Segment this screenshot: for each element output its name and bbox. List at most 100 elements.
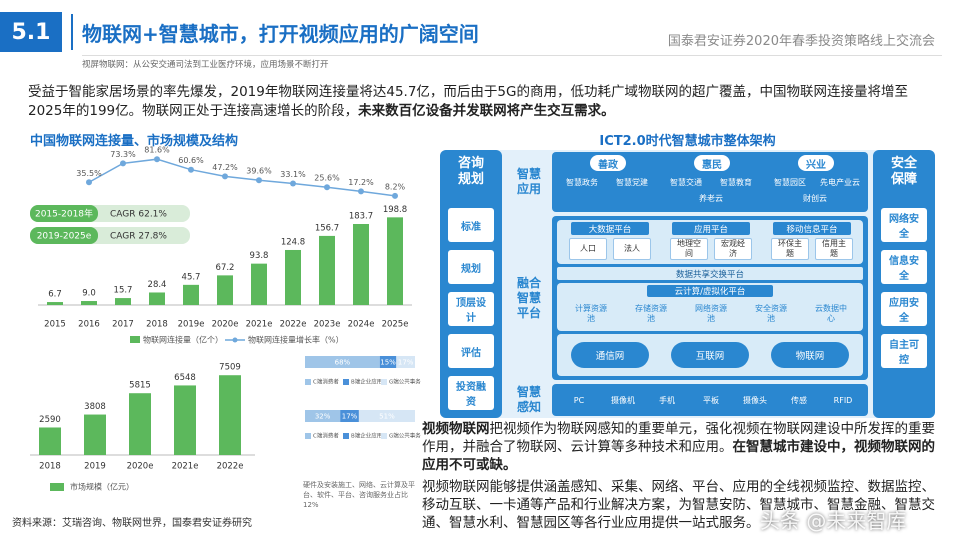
bar-label: 198.8 <box>383 205 407 215</box>
platform-item: 环保主题 <box>771 238 809 260</box>
bar <box>251 263 267 305</box>
x-tick-label: 2020e <box>212 320 239 330</box>
x-tick-label: 2019 <box>84 462 106 472</box>
bar-segment <box>305 356 380 368</box>
growth-label: 39.6% <box>246 167 272 176</box>
growth-point <box>358 188 364 195</box>
sensor-item: 手机 <box>659 395 675 405</box>
side-column: 咨询规划 标准 规划 顶层设计 评估 投资融资 <box>440 150 502 418</box>
app-item: 养老云 <box>699 194 723 203</box>
bold-text: 视频物联网 <box>422 421 490 437</box>
legend-swatch <box>305 379 311 385</box>
growth-label: 73.3% <box>110 150 136 159</box>
growth-label: 17.2% <box>348 178 374 187</box>
bar-label: 5815 <box>129 381 151 391</box>
legend-label: 物联网连接量增长率（%） <box>248 335 344 345</box>
platform-item: 法人 <box>613 238 651 260</box>
x-tick-label: 2019e <box>178 320 205 330</box>
bar <box>174 385 196 455</box>
growth-point <box>324 184 330 191</box>
segment-label: 51% <box>379 413 395 421</box>
growth-point <box>86 179 92 186</box>
x-tick-label: 2020e <box>127 462 154 472</box>
platform-layer: 大数据平台 人口 法人 应用平台 地理空间 宏观经济 移动信息平台 环保主题 信用主题 数据共享交… <box>552 216 868 380</box>
platform-name: 大数据平台 <box>571 222 649 235</box>
side-item: 自主可控 <box>881 334 927 368</box>
legend-label: 市场规模（亿元） <box>70 482 134 492</box>
bar-label: 28.4 <box>148 280 167 290</box>
legend-label: B端企业应用 <box>351 378 382 386</box>
group-name: 兴业 <box>798 155 834 171</box>
legend-label: G端公共事务 <box>389 378 421 386</box>
growth-point <box>222 173 228 180</box>
bar-segment <box>305 410 341 422</box>
cloud-item: 安全资源池 <box>755 304 787 323</box>
networks: 通信网 互联网 物联网 <box>557 334 863 376</box>
left-title: 中国物联网连接量、市场规模及结构 <box>30 134 239 149</box>
growth-point <box>120 160 126 167</box>
bar-label: 9.0 <box>82 289 96 299</box>
charts: 2015-2018年 CAGR 62.1% 2019-2025e CAGR 27.8%… <box>30 146 421 492</box>
platform-item: 人口 <box>569 238 607 260</box>
bar-label: 2590 <box>39 415 61 425</box>
app-item: 智慧园区 <box>774 178 806 187</box>
app-item: 智慧政务 <box>566 178 598 187</box>
bar-label: 3808 <box>84 402 106 412</box>
x-tick-label: 2018 <box>39 462 61 472</box>
platform-name: 应用平台 <box>672 222 750 235</box>
bar-label: 156.7 <box>315 223 339 233</box>
cloud-item: 存储资源池 <box>635 304 667 323</box>
layer-title: 智慧应用 <box>516 167 541 196</box>
bar-label: 6.7 <box>48 290 62 300</box>
bar <box>149 292 165 305</box>
x-tick-label: 2021e <box>246 320 273 330</box>
annotation-period: 2019-2025e <box>37 232 92 242</box>
annotation-period: 2015-2018年 <box>35 208 93 220</box>
segment-label: 15% <box>380 359 396 367</box>
divider <box>71 14 73 50</box>
bar <box>319 235 335 305</box>
bar-segment <box>379 356 397 368</box>
sensor-item: 传感 <box>791 395 807 405</box>
legend-swatch <box>232 337 238 343</box>
legend-label: C端消费者 <box>313 378 339 386</box>
cloud-item: 网络资源池 <box>695 304 727 323</box>
legend-swatch <box>381 379 387 385</box>
side-item: 网络安全 <box>881 208 927 242</box>
annotation-text: CAGR 62.1% <box>110 210 167 220</box>
architecture-diagram: 咨询规划 标准 规划 顶层设计 评估 投资融资 安全保障 网络安全 信息安全 应用安全 自主可控 智慧… <box>440 150 935 418</box>
x-tick-label: 2015 <box>44 320 66 330</box>
growth-point <box>256 177 262 184</box>
legend-label: B端企业应用 <box>351 432 382 440</box>
bar-label: 124.8 <box>281 237 305 247</box>
bar-segment <box>396 356 415 368</box>
x-tick-label: 2016 <box>78 320 100 330</box>
network-cloud: 物联网 <box>771 342 849 368</box>
side-item: 投资融资 <box>448 376 494 410</box>
x-tick-label: 2022e <box>280 320 307 330</box>
event-name: 国泰君安证券2020年春季投资策略线上交流会 <box>667 34 935 49</box>
annotation-period-box <box>30 205 98 222</box>
right-title: ICT2.0时代智慧城市整体架构 <box>599 134 776 149</box>
bar-segment <box>358 410 415 422</box>
bar <box>39 427 61 455</box>
x-tick-label: 2023e <box>314 320 341 330</box>
side-item: 规划 <box>448 250 494 284</box>
bar <box>353 224 369 305</box>
network-cloud: 互联网 <box>671 342 749 368</box>
app-item: 智慧教育 <box>720 178 752 187</box>
growth-label: 35.5% <box>76 169 102 178</box>
growth-label: 81.6% <box>144 146 170 155</box>
legend-swatch <box>343 433 349 439</box>
growth-point <box>392 192 398 199</box>
intro-text: 受益于智能家居场景的率先爆发，2019年物联网连接量将达45.7亿，而后由于5G… <box>28 83 938 121</box>
bar <box>84 414 106 455</box>
side-item: 应用安全 <box>881 292 927 326</box>
cloud-platform: 云计算/虚拟化平台 计算资源池 存储资源池 网络资源池 安全资源池 云数据中心 <box>557 283 863 331</box>
segment-label: 68% <box>335 359 351 367</box>
side-item: 顶层设计 <box>448 292 494 326</box>
bar-segment <box>340 410 359 422</box>
bar-label: 7509 <box>219 363 241 373</box>
paragraph: 视频物联网能够提供涵盖感知、采集、网络、平台、应用的全线视频监控、数据监控、移动… <box>422 478 942 532</box>
slide-title: 物联网+智慧城市，打开视频应用的广阔空间 <box>82 22 479 46</box>
